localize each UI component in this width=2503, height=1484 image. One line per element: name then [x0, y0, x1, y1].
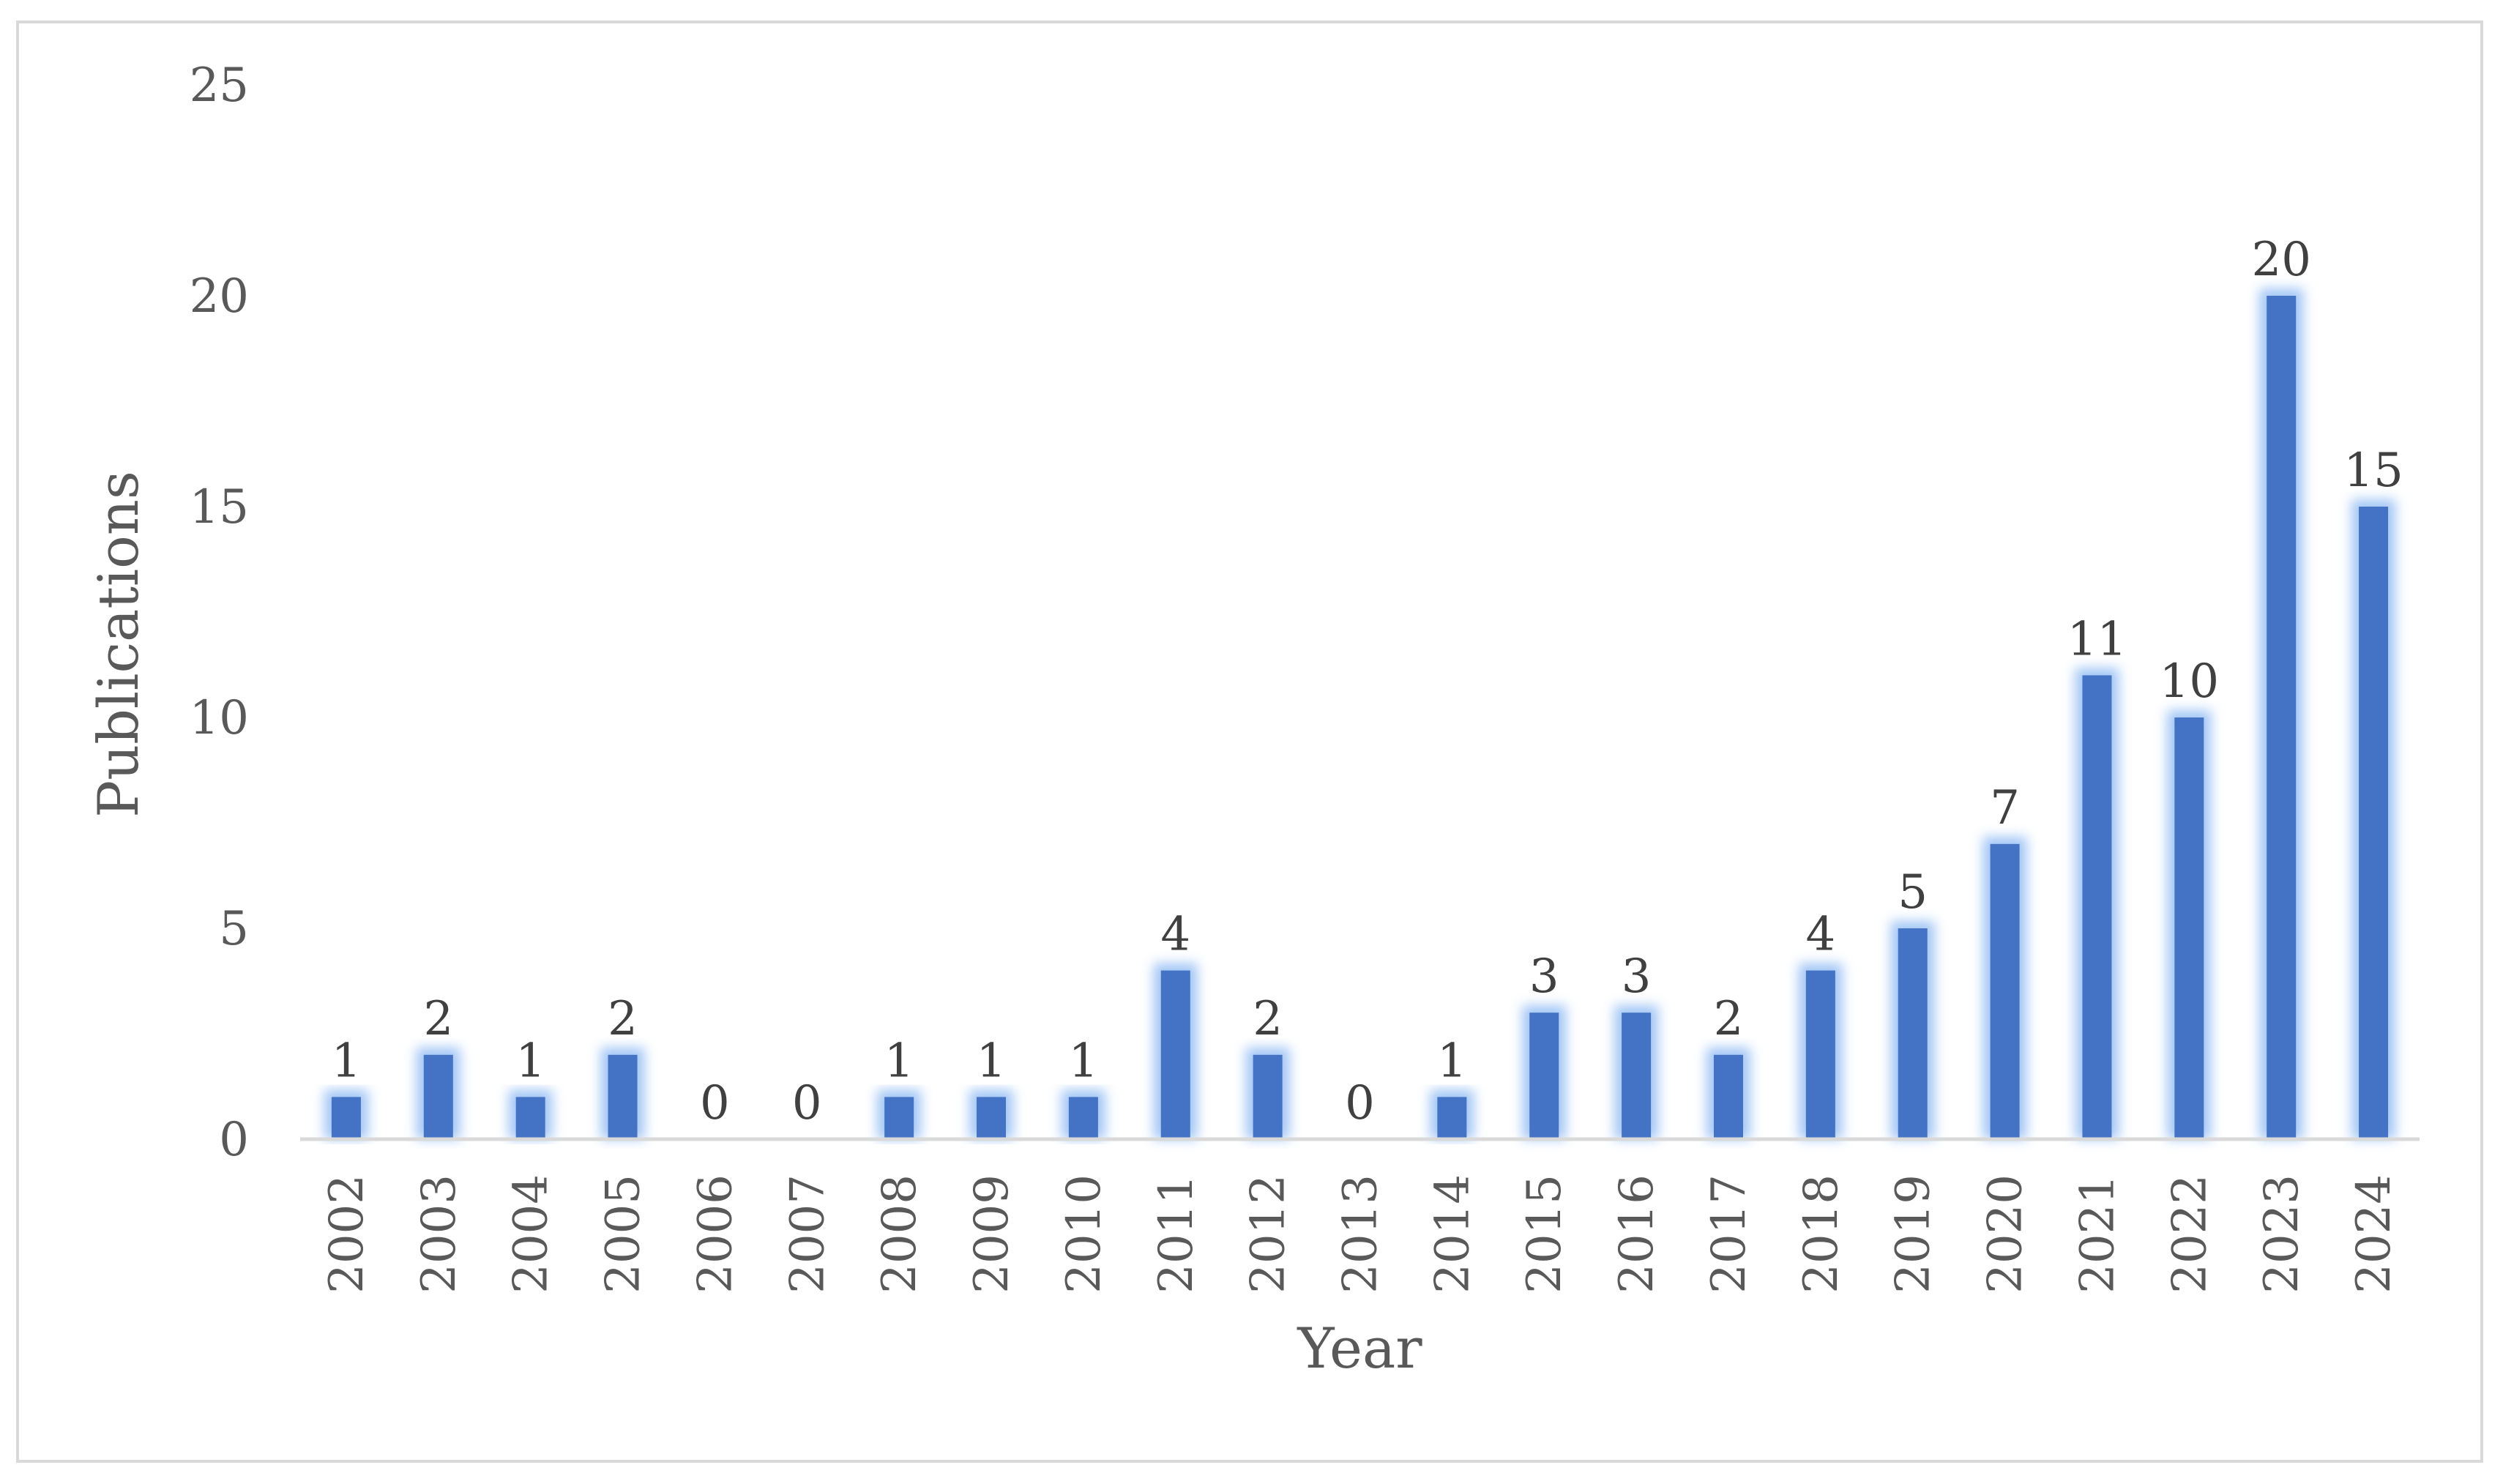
data-label: 2	[608, 992, 638, 1046]
x-tick-label: 2019	[1887, 1174, 1941, 1294]
bar	[423, 1054, 453, 1139]
bar	[1898, 928, 1928, 1139]
x-tick-label: 2011	[1149, 1174, 1204, 1294]
data-label: 20	[2251, 233, 2310, 287]
x-tick-label: 2021	[2070, 1174, 2125, 1294]
data-label: 4	[1805, 908, 1835, 962]
bar	[608, 1054, 638, 1139]
bar	[1253, 1054, 1283, 1139]
y-axis-ticks: 0 5 10 15 20 25	[190, 59, 249, 1167]
bar	[1437, 1097, 1467, 1139]
x-tick-label: 2009	[965, 1174, 1019, 1294]
x-tick-label: 2005	[597, 1174, 651, 1294]
data-label: 11	[2067, 612, 2127, 666]
x-axis-title: Year	[1297, 1316, 1422, 1381]
y-tick-label: 0	[219, 1113, 249, 1167]
x-tick-label: 2008	[873, 1174, 927, 1294]
x-tick-label: 2007	[780, 1174, 835, 1294]
x-tick-label: 2015	[1518, 1174, 1572, 1294]
data-label: 7	[1990, 781, 2020, 835]
data-label: 3	[1622, 950, 1652, 1004]
bar	[2267, 296, 2297, 1139]
bar	[1805, 970, 1835, 1139]
data-label: 1	[332, 1034, 362, 1088]
bar	[331, 1097, 361, 1139]
data-label: 0	[792, 1076, 822, 1130]
bar	[515, 1097, 545, 1139]
data-label: 1	[977, 1034, 1007, 1088]
y-tick-label: 25	[190, 59, 249, 113]
x-axis-ticks: 2002 2003 2004 2005 2006 2007 2008 2009 2010 2011…	[320, 1174, 2401, 1294]
data-label: 1	[884, 1034, 914, 1088]
y-tick-label: 10	[190, 691, 249, 745]
bar	[1160, 970, 1190, 1139]
data-label: 2	[1253, 992, 1283, 1046]
data-label: 3	[1529, 950, 1559, 1004]
bar	[2359, 507, 2389, 1139]
x-tick-label: 2018	[1794, 1174, 1849, 1294]
x-tick-label: 2010	[1057, 1174, 1111, 1294]
bar	[1713, 1054, 1743, 1139]
x-tick-label: 2006	[688, 1174, 742, 1294]
x-tick-label: 2012	[1242, 1174, 1296, 1294]
y-tick-label: 5	[219, 902, 249, 956]
data-label: 0	[1345, 1076, 1375, 1130]
bar	[1529, 1013, 1559, 1139]
y-tick-label: 15	[190, 480, 249, 534]
bar	[977, 1097, 1007, 1139]
x-tick-label: 2020	[1979, 1174, 2033, 1294]
data-label: 15	[2343, 444, 2403, 498]
x-tick-label: 2003	[412, 1174, 466, 1294]
bar	[1068, 1097, 1098, 1139]
chart-frame	[16, 20, 2483, 1463]
x-tick-label: 2002	[320, 1174, 374, 1294]
data-label: 5	[1898, 865, 1928, 920]
y-axis-title: Publications	[86, 471, 151, 818]
bar	[2082, 675, 2112, 1139]
x-tick-label: 2016	[1610, 1174, 1664, 1294]
data-label: 1	[1437, 1034, 1467, 1088]
data-label: 4	[1160, 908, 1190, 962]
x-tick-label: 2017	[1702, 1174, 1756, 1294]
x-tick-label: 2014	[1425, 1174, 1480, 1294]
bar	[1622, 1013, 1652, 1139]
data-label: 10	[2160, 655, 2219, 709]
data-label: 1	[1069, 1034, 1099, 1088]
x-tick-label: 2022	[2163, 1174, 2217, 1294]
bar	[884, 1097, 914, 1139]
x-tick-label: 2024	[2347, 1174, 2401, 1294]
x-tick-label: 2004	[504, 1174, 559, 1294]
data-label: 2	[423, 992, 453, 1046]
data-label: 2	[1714, 992, 1744, 1046]
data-label: 1	[515, 1034, 545, 1088]
bar	[1990, 843, 2020, 1139]
x-tick-label: 2023	[2255, 1174, 2309, 1294]
data-label: 0	[700, 1076, 730, 1130]
bar	[2174, 717, 2204, 1139]
bars	[324, 288, 2396, 1139]
y-tick-label: 20	[190, 269, 249, 324]
x-tick-label: 2013	[1334, 1174, 1388, 1294]
